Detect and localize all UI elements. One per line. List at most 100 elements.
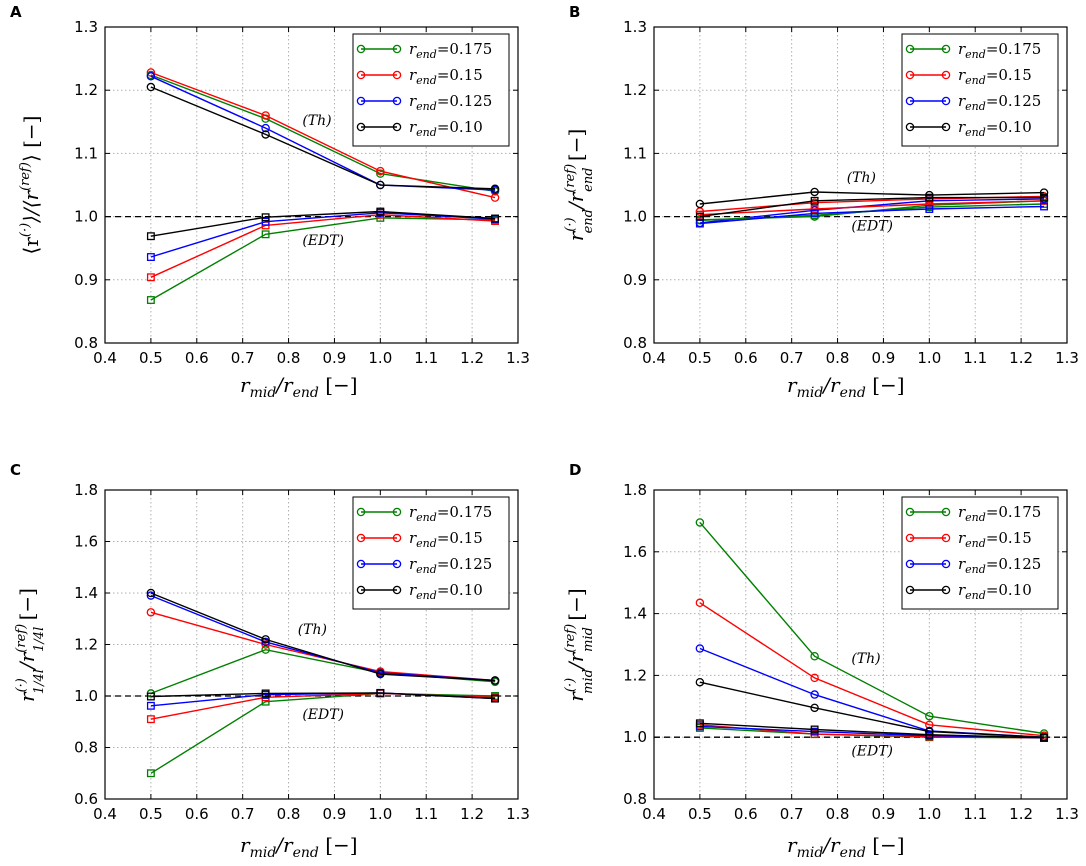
x-tick-label: 0.4 — [642, 349, 666, 367]
x-axis-label: rmid/rend [−] — [787, 833, 905, 861]
data-point — [146, 82, 156, 92]
legend-marker — [392, 507, 402, 517]
x-tick-label: 0.6 — [185, 349, 209, 367]
x-tick-label: 0.5 — [688, 805, 712, 823]
x-tick-label: 0.6 — [734, 349, 758, 367]
legend-marker — [941, 96, 951, 106]
x-tick-label: 1.3 — [506, 349, 530, 367]
x-tick-label: 1.2 — [1009, 805, 1033, 823]
x-tick-label: 0.8 — [277, 349, 301, 367]
x-tick-label: 0.6 — [185, 805, 209, 823]
annotation: (EDT) — [851, 744, 893, 760]
legend-label: rend=0.10 — [409, 581, 483, 602]
series-line — [699, 191, 1045, 205]
legend-label: rend=0.10 — [958, 118, 1032, 139]
y-tick-label: 0.6 — [74, 790, 98, 808]
data-point — [810, 196, 819, 205]
y-tick-label: 1.1 — [623, 144, 647, 162]
legend: rend=0.175 rend=0.15 rend=0.125 rend=0.10 — [352, 496, 510, 610]
x-tick-label: 1.2 — [460, 349, 484, 367]
data-point — [146, 273, 155, 282]
x-tick-label: 0.5 — [139, 805, 163, 823]
x-tick-label: 1.0 — [917, 805, 941, 823]
data-point — [146, 769, 155, 778]
series-line — [150, 212, 496, 258]
legend-entry: rend=0.125 — [356, 92, 492, 113]
x-tick-label: 0.5 — [139, 349, 163, 367]
legend-marker — [392, 559, 402, 569]
y-tick-label: 1.0 — [74, 208, 98, 226]
legend-marker — [941, 507, 951, 517]
y-tick-label: 1.0 — [623, 728, 647, 746]
data-point — [810, 205, 819, 213]
data-point — [146, 68, 156, 77]
data-point — [490, 184, 500, 194]
x-tick-label: 1.3 — [506, 805, 530, 823]
x-tick-label: 1.0 — [917, 349, 941, 367]
legend-entry: rend=0.15 — [905, 529, 1032, 550]
legend-entry: rend=0.15 — [356, 66, 483, 87]
data-point — [146, 591, 156, 600]
legend-label: rend=0.175 — [409, 503, 492, 524]
x-tick-label: 0.9 — [872, 349, 896, 367]
y-axis-label: ⟨r(·)⟩/⟨r(ref)⟩ [−] — [18, 116, 43, 255]
legend-label: rend=0.15 — [958, 66, 1032, 87]
data-point — [925, 193, 934, 202]
x-tick-label: 1.0 — [368, 349, 392, 367]
data-point — [695, 719, 704, 728]
series-line — [150, 71, 496, 199]
y-tick-label: 1.2 — [74, 81, 98, 99]
legend-entry: rend=0.15 — [356, 529, 483, 550]
y-axis-label: r(·) 1/4l/r(ref) 1/4l [−] — [14, 588, 47, 702]
data-point — [695, 644, 705, 653]
series-line — [150, 217, 496, 301]
legend-label: rend=0.15 — [409, 66, 483, 87]
data-point — [261, 637, 270, 647]
panel-D: D (Th) (EDT) 0.4 0.5 0.6 0.7 0.8 0.9 1.0 1.1 1.2 1.3… — [563, 461, 1079, 861]
x-tick-label: 0.6 — [734, 805, 758, 823]
y-tick-label: 1.4 — [74, 584, 98, 602]
legend-marker — [905, 585, 915, 595]
x-axis-label: rmid/rend [−] — [240, 373, 358, 401]
series-line — [699, 198, 1045, 224]
x-tick-label: 0.9 — [323, 349, 347, 367]
legend-label: rend=0.10 — [958, 581, 1032, 602]
data-point — [261, 213, 270, 222]
data-point — [695, 199, 705, 209]
x-tick-label: 1.0 — [368, 805, 392, 823]
panel-B: B (Th) (EDT) 0.4 0.5 0.6 0.7 0.8 0.9 1.0 1.1 1.2 1.3… — [563, 3, 1079, 401]
series-line — [150, 74, 496, 192]
data-point — [261, 689, 270, 698]
data-point — [490, 676, 500, 685]
legend-marker — [392, 533, 402, 543]
y-tick-label: 1.3 — [623, 18, 647, 36]
legend-entry: rend=0.125 — [356, 555, 492, 576]
y-tick-label: 1.8 — [623, 481, 647, 499]
data-point — [376, 207, 385, 216]
legend-label: rend=0.175 — [958, 40, 1041, 61]
legend-entry: rend=0.175 — [356, 503, 492, 524]
y-tick-label: 1.0 — [623, 208, 647, 226]
x-tick-label: 0.5 — [688, 349, 712, 367]
legend-marker — [941, 559, 951, 569]
data-point — [1039, 188, 1049, 197]
series-line — [699, 722, 1045, 739]
legend-entry: rend=0.15 — [905, 66, 1032, 87]
panel-letter: D — [569, 461, 581, 479]
legend-label: rend=0.175 — [958, 503, 1041, 524]
data-point — [1040, 193, 1049, 202]
legend-marker — [356, 96, 366, 106]
y-tick-label: 1.0 — [74, 687, 98, 705]
legend-label: rend=0.15 — [409, 529, 483, 550]
series-line — [699, 200, 1045, 216]
legend-entry: rend=0.10 — [905, 118, 1032, 139]
y-tick-label: 0.8 — [623, 334, 647, 352]
y-tick-label: 1.2 — [74, 636, 98, 654]
data-point — [146, 701, 155, 710]
y-tick-label: 0.8 — [623, 790, 647, 808]
legend-label: rend=0.175 — [409, 40, 492, 61]
y-tick-label: 1.6 — [623, 543, 647, 561]
legend-marker — [941, 44, 951, 54]
legend-marker — [941, 585, 951, 595]
